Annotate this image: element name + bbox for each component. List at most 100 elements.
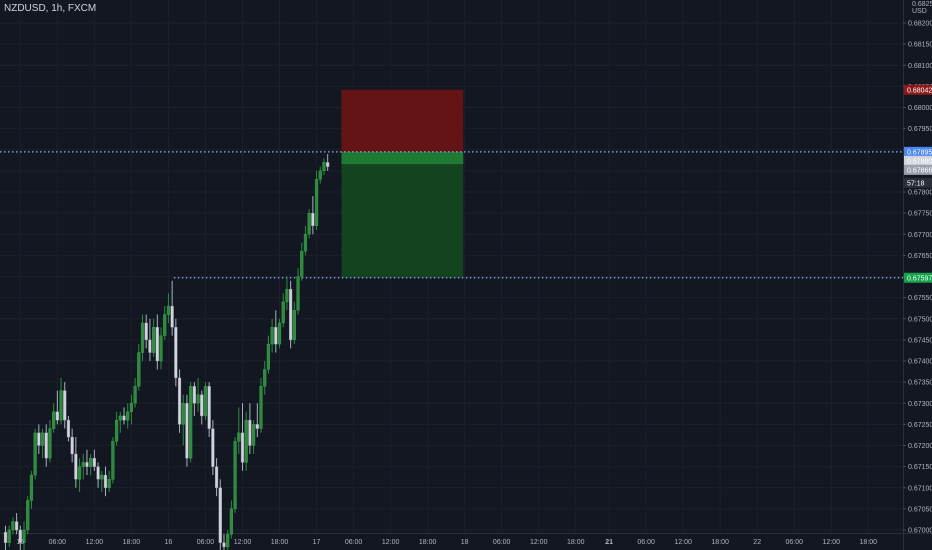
current-price-tag-bg (904, 164, 932, 175)
price-axis-currency: USD (912, 8, 927, 15)
candle-body (15, 521, 19, 531)
entry-price-tag: 0.67895 (904, 146, 932, 157)
target-price-tag-bg (904, 272, 932, 283)
candle-body (285, 288, 289, 303)
candle-body (81, 462, 85, 467)
candle (155, 314, 159, 370)
candle (181, 394, 185, 446)
candle-body (270, 327, 274, 345)
candle (326, 153, 330, 171)
time-axis[interactable]: 15 06:00 12:00 18:00 16 06:00 12:00 18:00 17 06:0… (16, 539, 877, 546)
candle-body (159, 335, 163, 362)
time-tick-label: 12:00 (674, 539, 692, 546)
candle (252, 420, 256, 454)
candle (240, 403, 245, 471)
candle (3, 525, 8, 550)
candle-body (137, 352, 141, 387)
candle (266, 335, 271, 374)
time-tick-label: 12:00 (382, 539, 400, 546)
candle-body (40, 432, 45, 446)
candle-body (233, 441, 237, 510)
time-tick-label: 06:00 (197, 539, 215, 546)
candle-body (185, 403, 189, 459)
candle (33, 428, 37, 480)
candle (196, 377, 200, 412)
candle-body (289, 288, 293, 341)
candle (148, 318, 152, 361)
candle-body (240, 432, 245, 463)
symbol-title[interactable]: NZDUSD, 1h, FXCM (4, 3, 97, 14)
candle (170, 280, 174, 336)
price-tick-label: 0.67050 (908, 506, 932, 513)
candle-body (263, 369, 267, 387)
candle (107, 470, 111, 492)
candle-body (52, 411, 56, 429)
candle (303, 225, 308, 256)
candle (26, 496, 30, 535)
candle (103, 466, 108, 497)
bar-timer-tag: 57:18 (904, 177, 932, 188)
horizontal-levels[interactable] (0, 151, 903, 279)
entry-price-tag-text: 0.67895 (907, 149, 932, 156)
current-price-tag-text: 0.67866 (907, 167, 932, 174)
price-tick-label: 0.67650 (908, 253, 932, 260)
price-tick-label: 0.67250 (908, 422, 932, 429)
candle-body (226, 534, 230, 548)
candle-body (192, 386, 196, 404)
time-tick-label: 12:00 (234, 539, 252, 546)
candle-body (3, 531, 8, 543)
candle (133, 377, 137, 408)
candle-body (174, 327, 178, 379)
bar-timer-tag-bg (904, 177, 932, 188)
candle-body (148, 339, 152, 353)
candle (66, 415, 71, 442)
candle (77, 458, 82, 492)
stop-price-tag-bg (904, 84, 932, 95)
candle (248, 403, 252, 454)
candle-body (222, 542, 226, 548)
price-tick-label: 0.67400 (908, 359, 932, 366)
candle (126, 403, 130, 429)
time-tick-label: 18:00 (860, 539, 878, 546)
candle (122, 407, 126, 425)
candle-body (259, 386, 263, 429)
candle-body (274, 327, 278, 345)
stop-loss-zone (341, 89, 464, 159)
candle (274, 310, 278, 353)
candle (222, 534, 226, 550)
candle (159, 327, 163, 370)
candle-body (166, 305, 171, 315)
price-axis[interactable]: 0.68250USD0.682000.681500.681000.680500.… (903, 1, 932, 535)
candle (281, 293, 285, 328)
current-upper-tag: 0.67880 (904, 155, 932, 166)
candle (100, 470, 104, 492)
candle (37, 424, 41, 454)
time-tick-label: 06:00 (49, 539, 67, 546)
time-tick-label: 12:00 (530, 539, 548, 546)
candle (233, 437, 237, 514)
price-tick-label: 0.68000 (908, 105, 932, 112)
time-tick-label: 18:00 (419, 539, 437, 546)
candle-body (318, 170, 322, 180)
current-upper-tag-text: 0.67880 (907, 158, 932, 165)
entry-price-tag-bg (904, 146, 932, 157)
candle (296, 268, 300, 315)
candle (114, 411, 119, 446)
candle-body (144, 322, 148, 341)
candle-body (237, 432, 241, 442)
candle (111, 437, 115, 484)
candle-body (177, 377, 182, 425)
candle-body (196, 394, 200, 404)
time-tick-label: 12:00 (86, 539, 104, 546)
candle-body (118, 415, 122, 421)
candle (59, 377, 63, 425)
candle-body (29, 474, 34, 501)
time-tick-label: 18:00 (123, 539, 141, 546)
candle (314, 170, 319, 231)
time-tick-label: 16 (165, 539, 173, 546)
bar-timer-tag-text: 57:18 (907, 180, 925, 187)
position-tool[interactable] (341, 89, 464, 278)
candle-body (170, 305, 174, 328)
candle (163, 306, 167, 340)
